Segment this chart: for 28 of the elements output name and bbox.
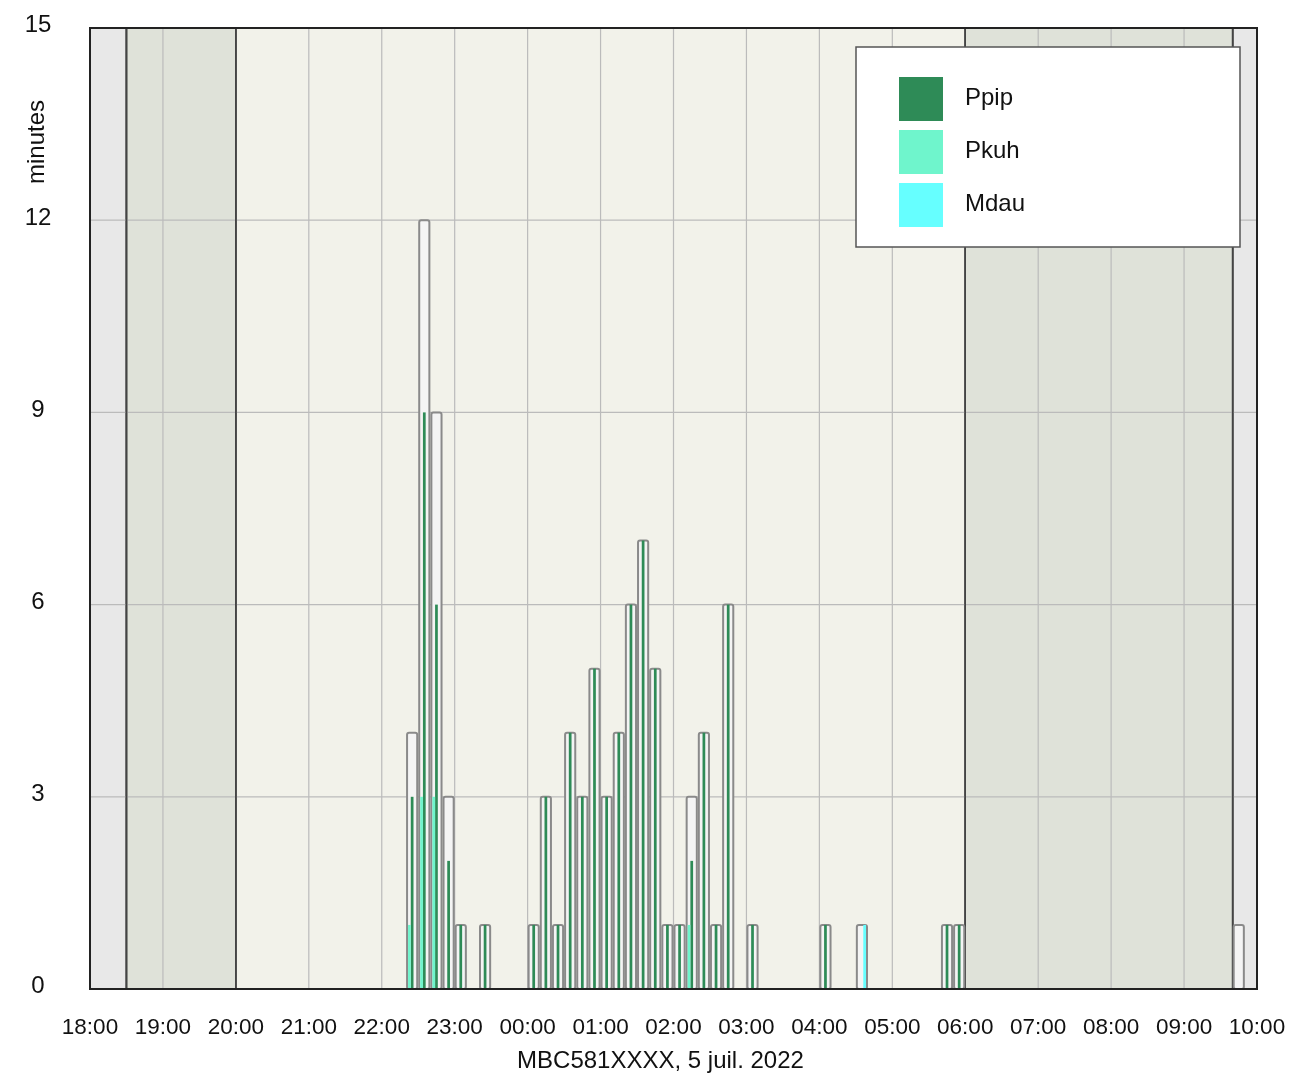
y-tick-label: 6 — [31, 586, 45, 614]
x-tick-label: 07:00 — [1010, 1014, 1067, 1039]
x-tick-label: 06:00 — [937, 1014, 994, 1039]
x-tick-label: 09:00 — [1155, 1014, 1213, 1039]
x-tick-label: 03:00 — [718, 1014, 775, 1039]
x-tick-label: 19:00 — [134, 1014, 192, 1039]
legend-label: Mdau — [965, 189, 1026, 217]
x-tick-label: 22:00 — [353, 1014, 410, 1039]
y-tick-label: 0 — [31, 971, 45, 999]
x-tick-label: 21:00 — [280, 1014, 337, 1039]
y-tick-label: 3 — [31, 779, 45, 807]
y-tick-label: 15 — [24, 10, 52, 38]
x-axis-title: MBC581XXXX, 5 juil. 2022 — [517, 1046, 804, 1073]
legend-label: Ppip — [965, 83, 1014, 111]
x-tick-label: 02:00 — [645, 1014, 702, 1039]
x-tick-label: 23:00 — [426, 1014, 483, 1039]
x-tick-label: 08:00 — [1082, 1014, 1140, 1039]
y-tick-label: 12 — [24, 202, 52, 230]
x-tick-label: 20:00 — [207, 1014, 265, 1039]
x-tick-label: 18:00 — [61, 1014, 119, 1039]
x-tick-label: 05:00 — [864, 1014, 921, 1039]
y-axis-title: minutes — [22, 99, 49, 185]
x-tick-label: 01:00 — [572, 1014, 629, 1039]
legend-label: Pkuh — [965, 136, 1020, 164]
x-tick-label: 04:00 — [791, 1014, 848, 1039]
x-tick-label: 00:00 — [499, 1014, 556, 1039]
y-tick-label: 9 — [31, 394, 45, 422]
x-tick-label: 10:00 — [1228, 1014, 1286, 1039]
